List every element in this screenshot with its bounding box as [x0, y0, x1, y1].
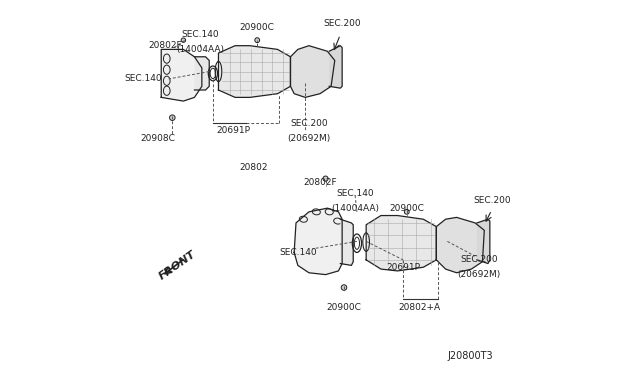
Polygon shape	[329, 46, 342, 88]
Text: (20692M): (20692M)	[287, 134, 330, 142]
Text: 20802F: 20802F	[303, 178, 337, 187]
Text: 20900C: 20900C	[240, 23, 275, 32]
Polygon shape	[291, 46, 335, 97]
Text: 20908C: 20908C	[140, 134, 175, 142]
Text: SEC.140: SEC.140	[124, 74, 161, 83]
Polygon shape	[294, 208, 342, 275]
Text: 20802+A: 20802+A	[399, 303, 441, 312]
Text: FRONT: FRONT	[157, 249, 198, 282]
Text: SEC.140: SEC.140	[279, 248, 317, 257]
Ellipse shape	[404, 209, 409, 214]
Text: SEC.140: SEC.140	[181, 30, 219, 39]
Polygon shape	[340, 219, 353, 265]
Text: SEC.200: SEC.200	[323, 19, 361, 28]
Text: SEC.200: SEC.200	[473, 196, 511, 205]
Ellipse shape	[170, 115, 175, 121]
Polygon shape	[195, 57, 209, 90]
Polygon shape	[366, 215, 436, 271]
Text: 20691P: 20691P	[386, 263, 420, 272]
Text: 20900C: 20900C	[326, 303, 362, 312]
Text: 20900C: 20900C	[389, 203, 424, 213]
Polygon shape	[218, 46, 291, 97]
Text: J20800T3: J20800T3	[448, 351, 493, 361]
Ellipse shape	[181, 38, 186, 42]
Text: SEC.200: SEC.200	[460, 255, 497, 264]
Polygon shape	[161, 49, 202, 101]
Text: 20691P: 20691P	[216, 126, 250, 135]
Ellipse shape	[341, 285, 347, 290]
Text: SEC.200: SEC.200	[290, 119, 328, 128]
Polygon shape	[436, 217, 484, 273]
Text: 20802F: 20802F	[148, 41, 182, 50]
Text: SEC.140: SEC.140	[336, 189, 374, 198]
Text: 20802: 20802	[239, 163, 268, 172]
Ellipse shape	[255, 38, 260, 42]
Text: (20692M): (20692M)	[457, 270, 500, 279]
Ellipse shape	[323, 176, 328, 181]
Text: (14004AA): (14004AA)	[331, 203, 379, 213]
Text: (14004AA): (14004AA)	[176, 45, 224, 54]
Polygon shape	[477, 219, 490, 263]
